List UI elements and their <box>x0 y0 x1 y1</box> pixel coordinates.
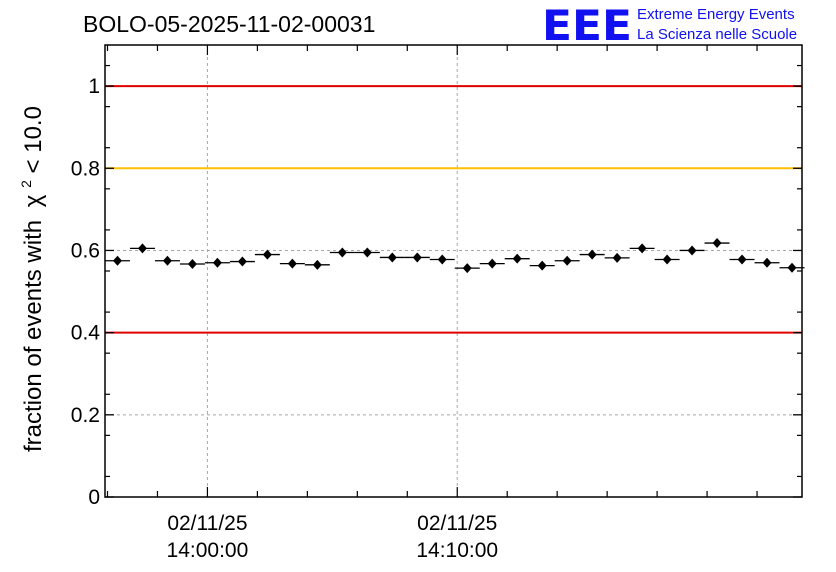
data-point-marker <box>662 254 672 265</box>
data-point-marker <box>212 257 222 268</box>
data-point-marker <box>362 247 372 258</box>
y-tick-label: 0.6 <box>71 239 100 262</box>
data-point-marker <box>337 247 347 258</box>
y-tick-labels: 0 0.2 0.4 0.6 0.8 1 <box>71 75 101 509</box>
data-point-marker <box>687 245 697 256</box>
data-point-marker <box>312 259 322 270</box>
logo-letters: EEE <box>542 1 632 50</box>
y-axis-title-symbol: χ <box>20 194 47 207</box>
data-point-marker <box>162 255 172 266</box>
y-axis-title: fraction of events with χ 2 < 10.0 <box>10 106 47 452</box>
x-tick-label-date: 02/11/25 <box>167 512 247 535</box>
reference-lines <box>105 85 802 334</box>
data-point-marker <box>537 260 547 271</box>
y-axis-title-text: fraction of events with <box>20 220 47 452</box>
data-point-marker <box>262 249 272 260</box>
eee-logo: EEE Extreme Energy Events La Scienza nel… <box>542 1 797 50</box>
y-tick-label: 0.2 <box>71 404 100 427</box>
data-point-marker <box>737 254 747 265</box>
y-tick-label: 0.8 <box>71 157 100 180</box>
data-point-marker <box>762 257 772 268</box>
x-tick-label-time: 14:10:00 <box>416 539 498 562</box>
data-point-marker <box>237 256 247 267</box>
data-point-marker <box>712 238 722 249</box>
data-point-marker <box>287 258 297 269</box>
data-point-marker <box>612 252 622 263</box>
data-points <box>105 238 805 274</box>
y-tick-label: 0.4 <box>71 322 101 345</box>
plot-frame <box>104 44 803 498</box>
data-point-marker <box>462 263 472 274</box>
logo-line-1: Extreme Energy Events <box>637 6 795 23</box>
data-point-marker <box>787 262 797 273</box>
y-tick-label: 0 <box>88 486 100 509</box>
data-point-marker <box>637 243 647 254</box>
data-point-marker <box>587 249 597 260</box>
data-point-marker <box>437 254 447 265</box>
x-tick-label-date: 02/11/25 <box>417 512 497 535</box>
data-point-marker <box>187 259 197 270</box>
logo-line-2: La Scienza nelle Scuole <box>637 26 797 43</box>
x-tick-label-time: 14:00:00 <box>167 539 249 562</box>
data-point-marker <box>412 252 422 263</box>
y-tick-label: 1 <box>88 75 100 98</box>
data-point-marker <box>112 255 122 266</box>
data-point-marker <box>487 258 497 269</box>
run-title: BOLO-05-2025-11-02-00031 <box>83 11 375 37</box>
axis-ticks <box>105 45 802 498</box>
data-point-marker <box>137 243 147 254</box>
data-point-marker <box>562 255 572 266</box>
data-point-marker <box>387 252 397 263</box>
grid-lines <box>105 45 802 497</box>
y-axis-title-tail: < 10.0 <box>20 106 47 173</box>
data-point-marker <box>512 253 522 264</box>
y-axis-title-superscript: 2 <box>18 180 34 188</box>
x-tick-labels: 02/11/25 14:00:00 02/11/25 14:10:00 <box>167 512 499 562</box>
